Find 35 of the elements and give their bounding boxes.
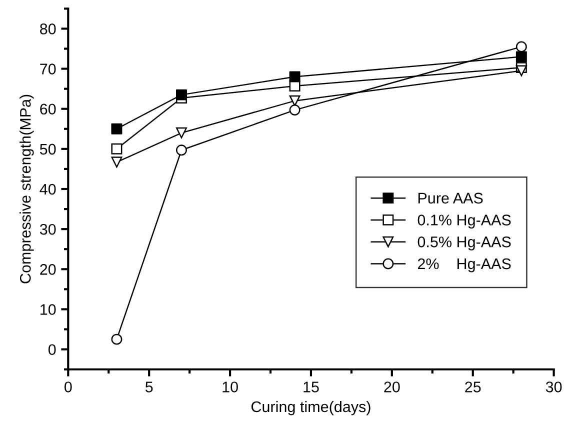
x-tick-label: 25	[465, 382, 481, 392]
y-tick-label: 70	[40, 64, 56, 74]
y-tick-label: 30	[40, 224, 56, 235]
y-tick-label: 50	[40, 144, 56, 155]
y-tick-label: 0	[48, 344, 56, 356]
point	[111, 143, 122, 154]
legend-label: 2% Hg-AAS	[418, 258, 511, 272]
x-tick-label: 5	[145, 382, 153, 392]
y-axis-title: Compressive strength(MPa)	[20, 94, 34, 284]
point	[289, 104, 300, 116]
point	[516, 41, 527, 52]
x-tick-label: 30	[546, 382, 562, 392]
point	[176, 144, 187, 156]
x-axis-title: Curing time(days)	[251, 400, 370, 416]
point	[111, 334, 122, 345]
y-tick-label: 80	[40, 24, 56, 34]
y-tick-label: 10	[40, 304, 56, 315]
y-tick-label: 60	[40, 104, 56, 115]
point	[176, 127, 187, 138]
point	[111, 123, 122, 134]
legend-label: 0.5% Hg-AAS	[418, 236, 511, 250]
point	[289, 71, 300, 82]
x-tick-label: 20	[384, 382, 400, 392]
point	[176, 89, 187, 100]
legend-label: Pure AAS	[418, 192, 483, 204]
y-tick-label: 40	[40, 184, 56, 195]
x-tick-label: 0	[64, 382, 72, 392]
x-tick-label: 15	[304, 382, 319, 392]
point	[111, 156, 122, 168]
y-tick-label: 20	[40, 264, 56, 275]
point	[516, 51, 527, 62]
point	[516, 65, 527, 76]
legend-label: 0.1% Hg-AAS	[418, 214, 511, 228]
x-tick-label: 10	[222, 382, 238, 392]
point	[289, 95, 300, 106]
